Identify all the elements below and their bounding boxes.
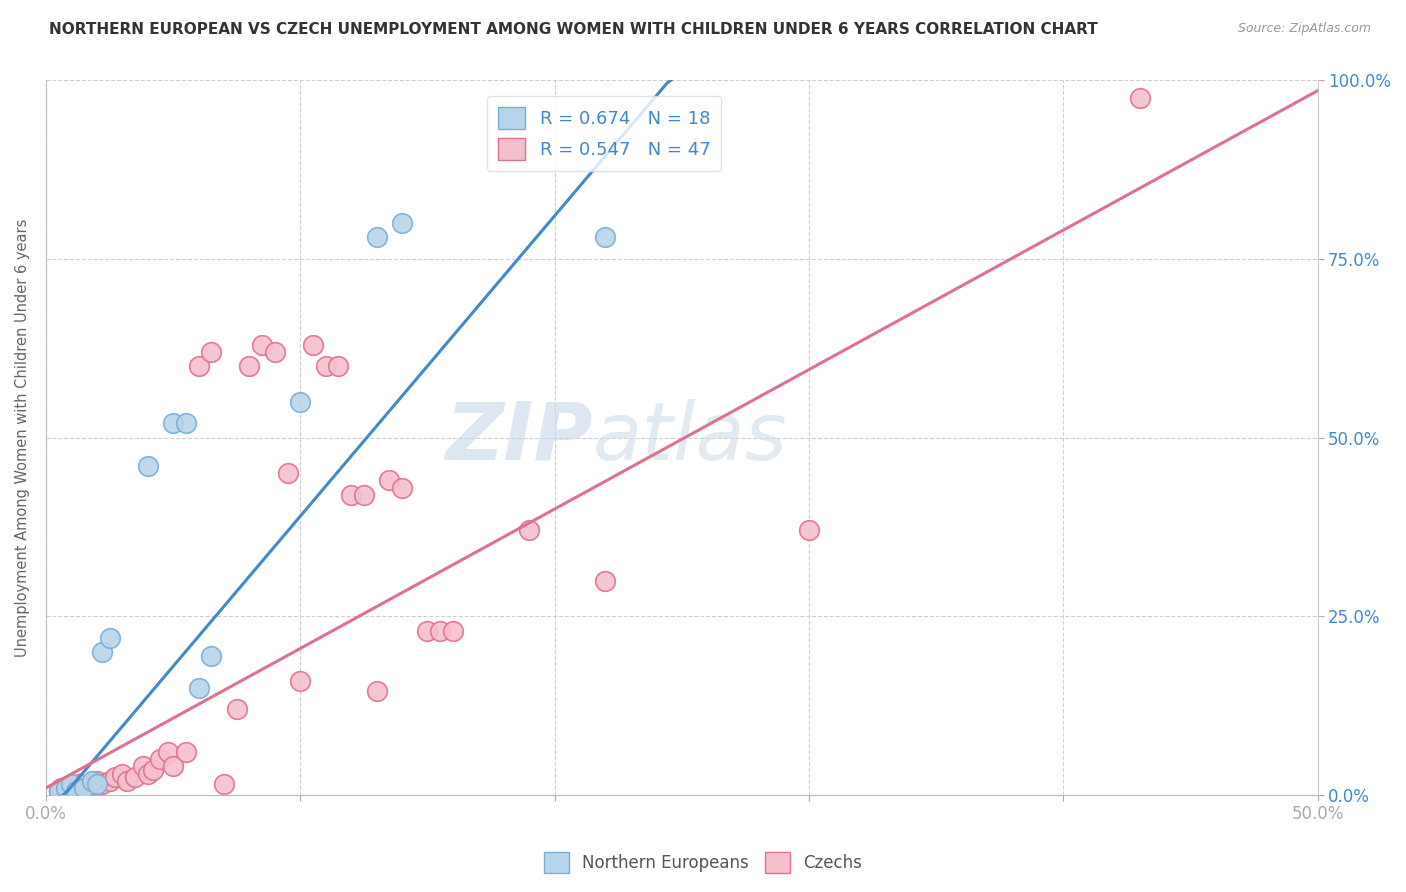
Point xyxy=(51,780,73,795)
Point xyxy=(290,394,312,409)
Point xyxy=(200,648,222,663)
Point xyxy=(149,752,172,766)
Point xyxy=(315,359,337,373)
Point xyxy=(48,784,70,798)
Point xyxy=(595,230,617,244)
Point xyxy=(187,681,209,695)
Point xyxy=(238,359,260,373)
Point xyxy=(73,780,96,795)
Point xyxy=(162,759,184,773)
Point xyxy=(65,780,87,795)
Point xyxy=(131,759,153,773)
Point xyxy=(250,337,273,351)
Point xyxy=(441,624,464,638)
Point xyxy=(55,784,77,798)
Point xyxy=(391,481,413,495)
Point xyxy=(353,488,375,502)
Point xyxy=(212,777,235,791)
Legend: Northern Europeans, Czechs: Northern Europeans, Czechs xyxy=(537,846,869,880)
Point xyxy=(65,784,87,798)
Point xyxy=(200,344,222,359)
Point xyxy=(80,777,103,791)
Point xyxy=(90,777,112,791)
Point xyxy=(104,770,127,784)
Point xyxy=(142,763,165,777)
Point xyxy=(90,645,112,659)
Point xyxy=(366,230,388,244)
Point xyxy=(67,777,90,791)
Y-axis label: Unemployment Among Women with Children Under 6 years: Unemployment Among Women with Children U… xyxy=(15,219,30,657)
Point xyxy=(187,359,209,373)
Point xyxy=(378,474,401,488)
Point xyxy=(391,216,413,230)
Point xyxy=(86,773,108,788)
Point xyxy=(1128,91,1150,105)
Point xyxy=(225,702,247,716)
Point xyxy=(86,777,108,791)
Point xyxy=(290,673,312,688)
Point xyxy=(416,624,439,638)
Point xyxy=(98,631,121,645)
Point xyxy=(366,684,388,698)
Point xyxy=(111,766,134,780)
Point xyxy=(80,773,103,788)
Point xyxy=(136,459,159,474)
Point xyxy=(328,359,350,373)
Text: atlas: atlas xyxy=(593,399,787,476)
Point xyxy=(60,782,83,797)
Text: NORTHERN EUROPEAN VS CZECH UNEMPLOYMENT AMONG WOMEN WITH CHILDREN UNDER 6 YEARS : NORTHERN EUROPEAN VS CZECH UNEMPLOYMENT … xyxy=(49,22,1098,37)
Point xyxy=(174,416,197,430)
Point xyxy=(429,624,451,638)
Point xyxy=(263,344,285,359)
Point xyxy=(76,784,98,798)
Point xyxy=(162,416,184,430)
Point xyxy=(595,574,617,588)
Point xyxy=(340,488,363,502)
Point xyxy=(60,777,83,791)
Point xyxy=(157,745,180,759)
Point xyxy=(98,773,121,788)
Point xyxy=(517,524,540,538)
Point xyxy=(48,784,70,798)
Point xyxy=(136,766,159,780)
Text: ZIP: ZIP xyxy=(446,399,593,476)
Point xyxy=(117,773,139,788)
Point xyxy=(55,780,77,795)
Text: Source: ZipAtlas.com: Source: ZipAtlas.com xyxy=(1237,22,1371,36)
Point xyxy=(302,337,325,351)
Point xyxy=(73,780,96,795)
Point xyxy=(797,524,820,538)
Point xyxy=(277,467,299,481)
Point xyxy=(124,770,146,784)
Point xyxy=(174,745,197,759)
Legend: R = 0.674   N = 18, R = 0.547   N = 47: R = 0.674 N = 18, R = 0.547 N = 47 xyxy=(488,96,721,171)
